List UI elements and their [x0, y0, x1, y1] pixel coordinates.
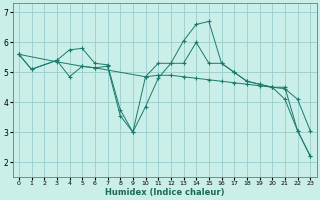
- X-axis label: Humidex (Indice chaleur): Humidex (Indice chaleur): [105, 188, 224, 197]
